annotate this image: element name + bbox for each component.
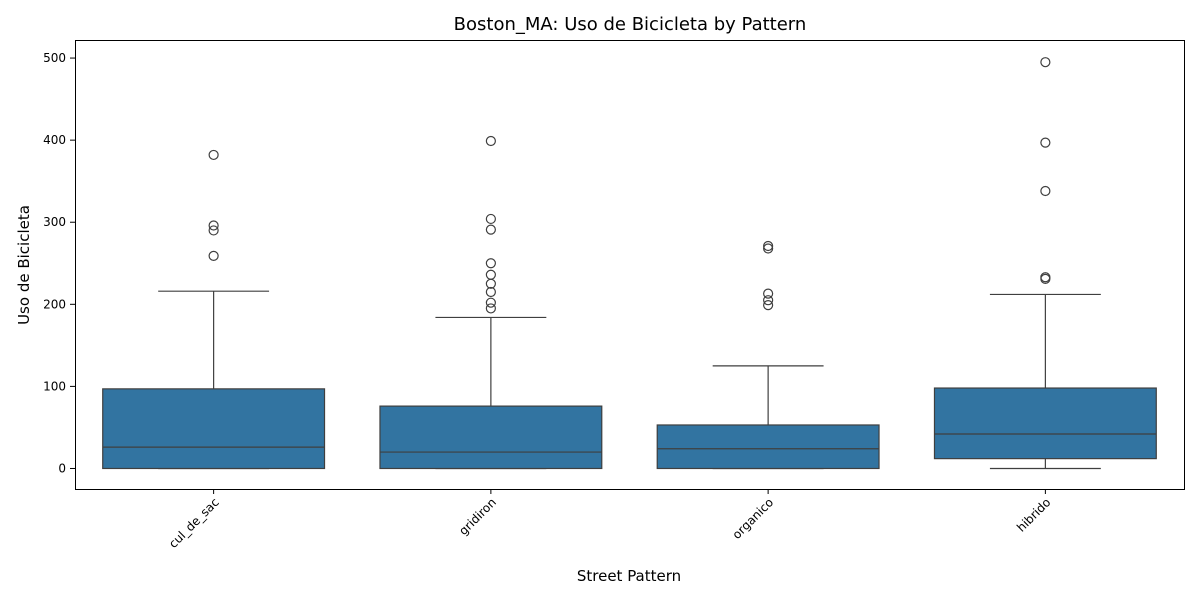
y-tick-label: 300 [43,215,66,229]
outlier-point [208,220,219,231]
plot-area [102,57,1157,470]
outlier-point [485,224,496,235]
outlier-point [485,303,496,314]
outlier-point [763,295,774,306]
outlier-point [485,286,496,298]
outlier-point [485,135,496,147]
outlier-point [208,250,219,261]
outlier-point [485,297,496,308]
box-group-hibrido [933,57,1157,470]
outlier-point [485,213,496,225]
outlier-point [208,225,219,236]
outlier-point [1040,272,1051,283]
outlier-point [763,300,774,311]
y-tick-label: 400 [43,133,66,147]
y-axis: 0 100 200 300 400 500 [43,51,75,475]
box-group-gridiron [379,135,603,470]
y-axis-title: Uso de Bicicleta [15,205,33,325]
chart-title: Boston_MA: Uso de Bicicleta by Pattern [454,14,807,35]
box-iqr [656,424,880,470]
y-tick-label: 100 [43,379,66,393]
outlier-point [763,240,774,252]
outlier-point [763,288,774,299]
box-iqr [933,387,1157,460]
y-tick-label: 0 [58,461,66,475]
outlier-point [485,258,496,269]
outlier-point [763,243,774,254]
box-group-organico [656,240,880,470]
y-tick-label: 200 [43,297,66,311]
outlier-point [1040,57,1051,68]
plot-frame [75,40,1185,490]
outlier-point [485,269,496,280]
outlier-point [1040,137,1051,148]
box-group-cul_de_sac [102,149,326,470]
x-axis-title: Street Pattern [577,567,681,585]
y-tick-label: 500 [43,51,66,65]
outlier-point [1040,185,1051,197]
outlier-point [208,149,219,161]
box-iqr [102,388,326,470]
box-iqr [379,405,603,470]
